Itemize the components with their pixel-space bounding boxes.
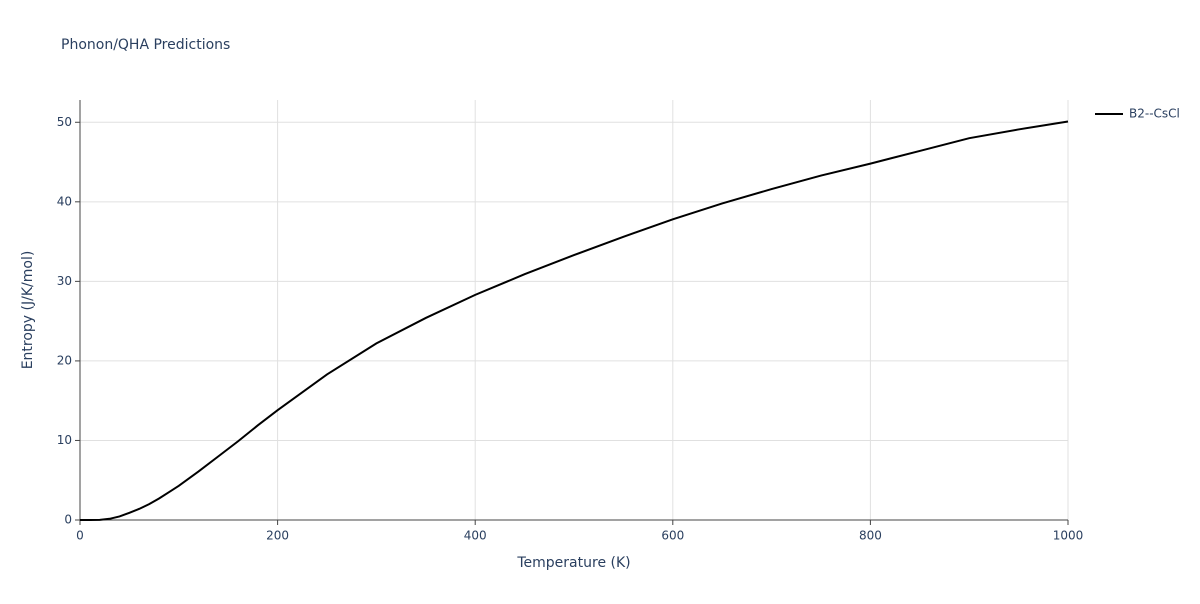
y-tick-label: 50	[57, 115, 72, 129]
y-tick-label: 10	[57, 433, 72, 447]
y-tick-label: 40	[57, 194, 72, 208]
legend-label: B2--CsCl	[1129, 107, 1180, 121]
x-tick-label: 0	[76, 529, 84, 543]
x-tick-label: 600	[661, 529, 684, 543]
y-tick-label: 20	[57, 353, 72, 367]
y-tick-label: 0	[64, 513, 72, 527]
x-axis-title: Temperature (K)	[516, 555, 630, 571]
line-series	[80, 120, 1069, 521]
y-tick-label: 30	[57, 274, 72, 288]
x-tick-label: 800	[859, 529, 882, 543]
x-tick-label: 200	[266, 529, 289, 543]
y-axis-title: Entropy (J/K/mol)	[20, 251, 36, 370]
x-tick-label: 1000	[1053, 529, 1084, 543]
x-tick-label: 400	[464, 529, 487, 543]
chart-title: Phonon/QHA Predictions	[61, 37, 230, 53]
